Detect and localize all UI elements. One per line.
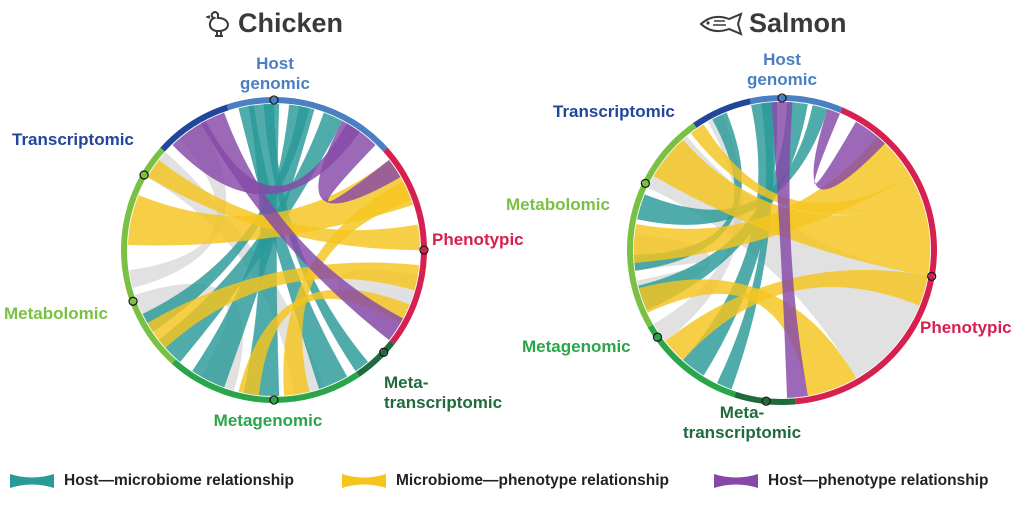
microbiome-phenotype-ribbon bbox=[147, 262, 420, 349]
microbiome-phenotype-ribbon bbox=[127, 159, 414, 246]
microbiome-phenotype-ribbon bbox=[238, 289, 410, 396]
legend-host-microbiome: Host—microbiome relationship bbox=[8, 472, 294, 490]
segment-marker bbox=[269, 95, 279, 105]
segment-marker bbox=[640, 178, 651, 189]
metabolomic-label: Metabolomic bbox=[506, 195, 610, 214]
transcriptomic-arc bbox=[693, 98, 752, 128]
phenotypic-arc bbox=[794, 107, 937, 405]
segment-marker bbox=[761, 396, 771, 406]
host-phenotype-ribbon bbox=[813, 108, 886, 190]
phenotypic-arc bbox=[383, 147, 427, 345]
microbiome-phenotype-swatch bbox=[342, 474, 386, 488]
metabolomic-arc bbox=[627, 123, 697, 328]
metatranscriptomic-arc bbox=[356, 340, 395, 377]
salmon-title: Salmon bbox=[697, 8, 847, 39]
transcriptomic-arc bbox=[160, 104, 229, 152]
host-microbiome-swatch bbox=[10, 474, 54, 488]
metatranscriptomic-arc bbox=[734, 391, 796, 405]
segment-marker bbox=[652, 332, 663, 342]
metatranscriptomic-label: Meta-transcriptomic bbox=[384, 373, 502, 412]
transcriptomic-label: Transcriptomic bbox=[553, 102, 675, 121]
segment-marker bbox=[139, 170, 149, 180]
metabolomic-arc bbox=[121, 147, 176, 364]
host-phenotype-swatch bbox=[714, 474, 758, 488]
metabolomic-label: Metabolomic bbox=[4, 304, 108, 323]
metagenomic-label: Metagenomic bbox=[214, 411, 323, 430]
legend: Host—microbiome relationship Microbiome—… bbox=[0, 472, 1024, 498]
legend-label: Host—phenotype relationship bbox=[768, 472, 989, 489]
segment-marker bbox=[927, 271, 937, 282]
host-genomic-arc bbox=[749, 95, 843, 113]
legend-host-phenotype: Host—phenotype relationship bbox=[712, 472, 988, 490]
segment-marker bbox=[777, 93, 787, 103]
chicken-title: Chicken bbox=[206, 8, 343, 39]
chicken-title-text: Chicken bbox=[238, 8, 344, 38]
phenotypic-label: Phenotypic bbox=[920, 318, 1012, 337]
metatranscriptomic-label: Meta-transcriptomic bbox=[683, 403, 801, 442]
chord-diagrams: Host genomic Transcriptomic Phenotypic Metab… bbox=[4, 50, 1012, 442]
host-phenotype-ribbon bbox=[172, 120, 361, 195]
microbiome-phenotype-ribbon bbox=[665, 269, 929, 361]
legend-label: Microbiome—phenotype relationship bbox=[396, 472, 669, 489]
salmon-title-text: Salmon bbox=[749, 8, 847, 38]
salmon-icon bbox=[697, 11, 743, 37]
segment-marker bbox=[269, 395, 279, 405]
microbiome-phenotype-ribbon bbox=[283, 181, 412, 396]
metagenomic-arc bbox=[647, 324, 736, 398]
segment-marker bbox=[379, 347, 389, 357]
legend-label: Host—microbiome relationship bbox=[64, 472, 294, 489]
metagenomic-arc bbox=[171, 359, 360, 403]
legend-microbiome-phenotype: Microbiome—phenotype relationship bbox=[340, 472, 669, 490]
metagenomic-label: Metagenomic bbox=[522, 337, 631, 356]
host-genomic-arc bbox=[226, 97, 388, 152]
segment-marker bbox=[419, 245, 429, 255]
host_genomic-label: Host genomic bbox=[747, 50, 817, 89]
phenotypic-label: Phenotypic bbox=[432, 230, 524, 249]
transcriptomic-label: Transcriptomic bbox=[12, 130, 134, 149]
host-phenotype-ribbon bbox=[771, 101, 808, 399]
chicken-icon bbox=[206, 10, 232, 38]
segment-marker bbox=[128, 296, 138, 306]
host_genomic-label: Host genomic bbox=[240, 54, 310, 93]
host-phenotype-ribbon bbox=[200, 112, 404, 341]
